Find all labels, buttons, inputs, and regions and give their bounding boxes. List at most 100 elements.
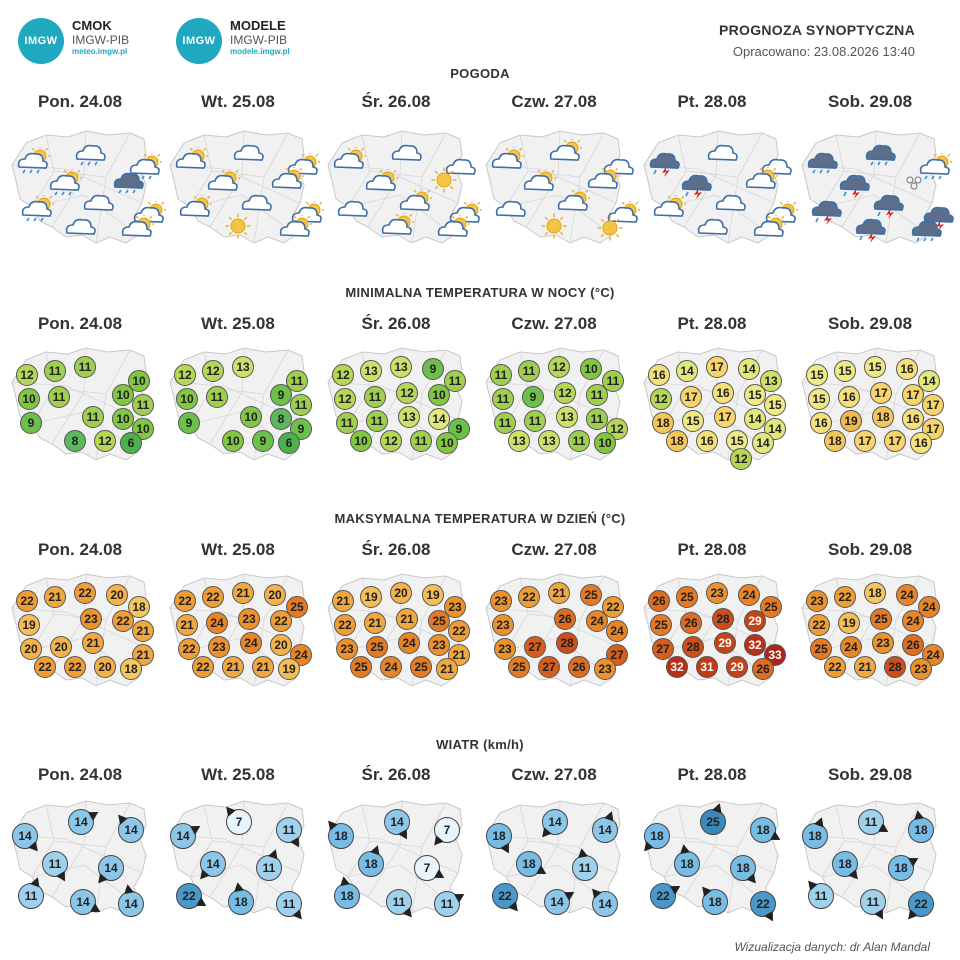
tmin-value: 13 <box>398 406 420 428</box>
partly-cloudy-icon <box>204 167 241 195</box>
tmin-value: 9 <box>252 430 274 452</box>
tmin-value: 9 <box>178 412 200 434</box>
tmax-value: 20 <box>50 636 72 658</box>
wind-value: 14 <box>598 897 612 911</box>
cloud-icon <box>334 195 370 221</box>
tmin-value: 11 <box>132 394 154 416</box>
tmax-value: 19 <box>278 658 300 680</box>
tmin-value: 14 <box>752 432 774 454</box>
day-label: Czw. 27.08 <box>511 540 597 559</box>
cloud-icon <box>492 195 528 221</box>
tmax-value: 25 <box>286 596 308 618</box>
cloud-rain-dark-icon <box>804 147 840 174</box>
poland-map <box>322 125 483 255</box>
tmax-value: 24 <box>398 632 420 654</box>
wind-speed: 18 <box>358 843 384 877</box>
tmin-value: 12 <box>334 388 356 410</box>
tmax-value: 23 <box>492 614 514 636</box>
tmax-value: 25 <box>580 584 602 606</box>
day-label: Sob. 29.08 <box>827 92 913 111</box>
logo-cmok: IMGW CMOK IMGW-PIB meteo.imgw.pl <box>18 18 129 64</box>
tmax-value: 20 <box>264 584 286 606</box>
partly-cloudy-icon <box>584 165 621 193</box>
tmax-value: 21 <box>176 614 198 636</box>
tmin-value: 18 <box>666 430 688 452</box>
wind-speed: 14 <box>592 809 618 843</box>
tmax-value: 23 <box>910 658 932 680</box>
tmin-value: 12 <box>554 382 576 404</box>
tmin-value: 11 <box>206 386 228 408</box>
poland-map: 22 21 22 20 18 19 23 22 21 20 20 21 21 22 22 20 18 <box>6 568 154 698</box>
partly-cloudy-icon <box>434 213 471 241</box>
tmax-value: 19 <box>838 612 860 634</box>
tmax-value: 31 <box>696 656 718 678</box>
tmin-value: 9 <box>422 358 444 380</box>
tmax-value: 24 <box>840 636 862 658</box>
tmin-value: 14 <box>744 408 766 430</box>
tmax-value: 20 <box>94 656 116 678</box>
fog-icon <box>900 167 936 193</box>
wind-speed: 14 <box>118 883 144 917</box>
partly-cloudy-icon <box>488 145 525 173</box>
wind-value: 11 <box>440 897 454 911</box>
tmax-value: 22 <box>334 614 356 636</box>
wind-speed: 22 <box>492 883 522 915</box>
thunderstorm-icon <box>678 169 714 199</box>
wind-speed: 11 <box>42 851 70 884</box>
tmax-value: 22 <box>202 586 224 608</box>
day-label: Śr. 26.08 <box>361 765 431 784</box>
poland-map <box>796 125 954 255</box>
footer-credit: Wizualizacja danych: dr Alan Mandal <box>734 940 930 954</box>
tmin-value: 11 <box>524 410 546 432</box>
day-label: Pon. 24.08 <box>37 314 123 333</box>
partly-cloudy-rain-icon <box>14 145 51 174</box>
tmax-value: 24 <box>586 610 608 632</box>
tmax-value: 24 <box>918 596 940 618</box>
wind-value: 11 <box>48 857 62 871</box>
tmin-value: 11 <box>364 386 386 408</box>
tmin-value: 12 <box>16 364 38 386</box>
wind-value: 14 <box>124 897 138 911</box>
issued-date: Opracowano: 23.08.2026 13:40 <box>732 44 915 59</box>
wind-speed: 14 <box>70 889 103 917</box>
wind-speed: 14 <box>544 887 577 915</box>
tmax-value: 24 <box>738 584 760 606</box>
tmin-value: 10 <box>428 384 450 406</box>
poland-map: 12 13 13 9 11 12 11 12 10 11 11 13 14 9 10 12 11 10 <box>322 342 470 472</box>
wind-speed: 22 <box>904 891 934 923</box>
tmin-value: 17 <box>714 406 736 428</box>
partly-cloudy-icon <box>330 145 367 173</box>
poland-map: 18 25 18 18 18 22 18 22 <box>638 795 786 925</box>
tmin-value: 13 <box>760 370 782 392</box>
wind-value: 14 <box>104 861 118 875</box>
tmin-value: 13 <box>390 356 412 378</box>
tmax-value: 22 <box>192 656 214 678</box>
day-label: Pon. 24.08 <box>37 92 123 111</box>
wind-value: 18 <box>234 895 248 909</box>
tmin-value: 13 <box>556 406 578 428</box>
imgw-badge-icon: IMGW <box>18 18 64 64</box>
cloud-icon <box>238 189 274 215</box>
tmin-value: 14 <box>676 360 698 382</box>
tmax-value: 21 <box>232 582 254 604</box>
cloud-rain-dark-icon <box>862 139 898 166</box>
tmax-value: 23 <box>872 632 894 654</box>
poland-map <box>6 125 167 255</box>
tmax-value: 21 <box>252 656 274 678</box>
day-label: Śr. 26.08 <box>361 92 431 111</box>
tmax-value: 21 <box>332 590 354 612</box>
wind-speed: 14 <box>12 823 42 855</box>
cloud-icon <box>442 153 478 179</box>
tmax-value: 24 <box>380 656 402 678</box>
thunderstorm-icon <box>870 189 906 219</box>
wind-speed: 11 <box>276 891 306 923</box>
wind-value: 18 <box>808 829 822 843</box>
wind-speed: 7 <box>222 803 252 835</box>
wind-speed: 14 <box>170 821 203 849</box>
wind-speed: 22 <box>750 891 778 924</box>
tmax-value: 20 <box>270 634 292 656</box>
tmin-value: 10 <box>128 370 150 392</box>
tmin-value: 10 <box>176 388 198 410</box>
wind-direction-arrow-icon <box>232 881 245 893</box>
partly-cloudy-icon <box>750 213 787 241</box>
